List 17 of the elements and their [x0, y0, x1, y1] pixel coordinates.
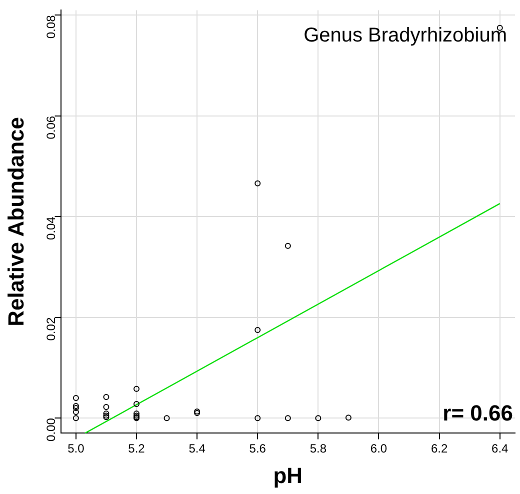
y-tick-label: 0.04 — [44, 216, 58, 240]
x-tick-label: 5.2 — [128, 442, 146, 456]
x-axis-title: pH — [273, 462, 303, 488]
y-tick-label: 0.02 — [44, 317, 58, 341]
y-tick-label: 0.00 — [44, 418, 58, 442]
annotation: Genus Bradyrhizobium — [304, 24, 507, 47]
x-tick-label: 6.0 — [370, 442, 388, 456]
x-tick-label: 6.4 — [492, 442, 509, 456]
y-axis-title: Relative Abundance — [3, 116, 28, 326]
annotation: r= 0.66 — [442, 400, 513, 426]
y-tick-label: 0.08 — [44, 14, 58, 39]
x-tick-label: 5.6 — [249, 442, 266, 456]
x-tick-label: 5.0 — [68, 442, 85, 456]
x-tick-label: 5.8 — [310, 442, 327, 456]
x-tick-label: 6.2 — [430, 442, 448, 456]
y-tick-label: 0.06 — [44, 116, 58, 140]
x-tick-label: 5.4 — [188, 442, 206, 456]
